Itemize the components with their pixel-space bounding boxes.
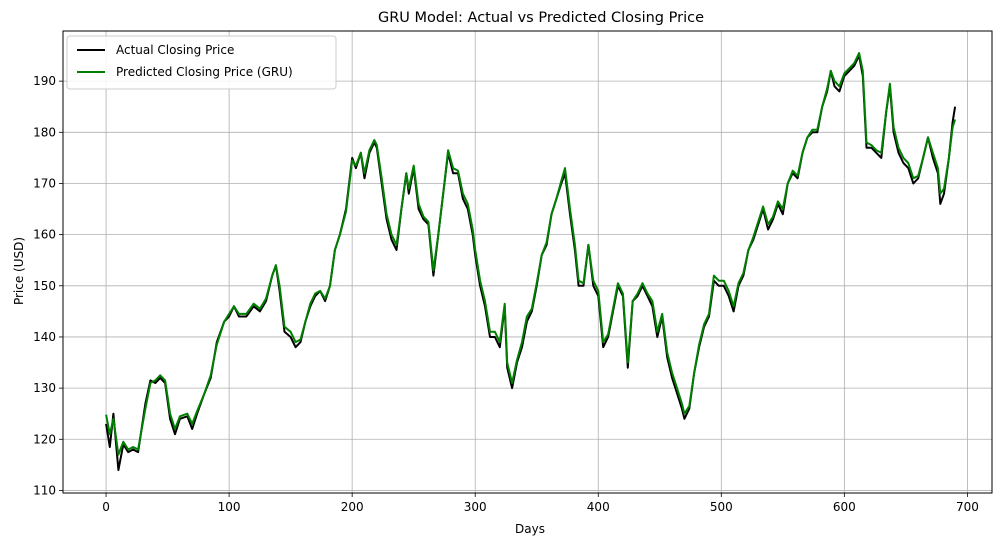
plot-frame (62, 30, 993, 494)
y-tick-label: 120 (33, 432, 56, 446)
x-tick-label: 400 (587, 500, 610, 514)
y-tick-label: 140 (33, 330, 56, 344)
y-tick-label: 160 (33, 228, 56, 242)
y-tick-label: 170 (33, 176, 56, 190)
y-axis: 110 120 130 140 150 160 170 180 190 (33, 74, 63, 497)
x-tick-label: 0 (102, 500, 110, 514)
x-axis: 0 100 200 300 400 500 600 700 (102, 493, 979, 514)
chart-title: GRU Model: Actual vs Predicted Closing P… (378, 10, 704, 26)
y-tick-label: 130 (33, 381, 56, 395)
y-tick-label: 180 (33, 125, 56, 139)
y-tick-label: 150 (33, 279, 56, 293)
legend-box (66, 35, 337, 90)
series-line-actual (105, 54, 957, 471)
x-tick-label: 700 (956, 500, 979, 514)
x-tick-label: 500 (710, 500, 733, 514)
x-axis-title: Days (515, 522, 545, 536)
x-tick-label: 300 (464, 500, 487, 514)
y-axis-title: Price (USD) (12, 237, 26, 305)
legend-label-actual: Actual Closing Price (116, 43, 234, 57)
legend: Actual Closing Price Predicted Closing P… (66, 35, 337, 90)
y-tick-label: 190 (33, 74, 56, 88)
x-tick-label: 200 (341, 500, 364, 514)
series-group (105, 52, 957, 471)
legend-label-predicted: Predicted Closing Price (GRU) (116, 65, 293, 79)
x-tick-label: 100 (218, 500, 241, 514)
series-line-predicted (105, 52, 957, 456)
grid (63, 31, 992, 493)
x-tick-label: 600 (833, 500, 856, 514)
y-tick-label: 110 (33, 483, 56, 497)
